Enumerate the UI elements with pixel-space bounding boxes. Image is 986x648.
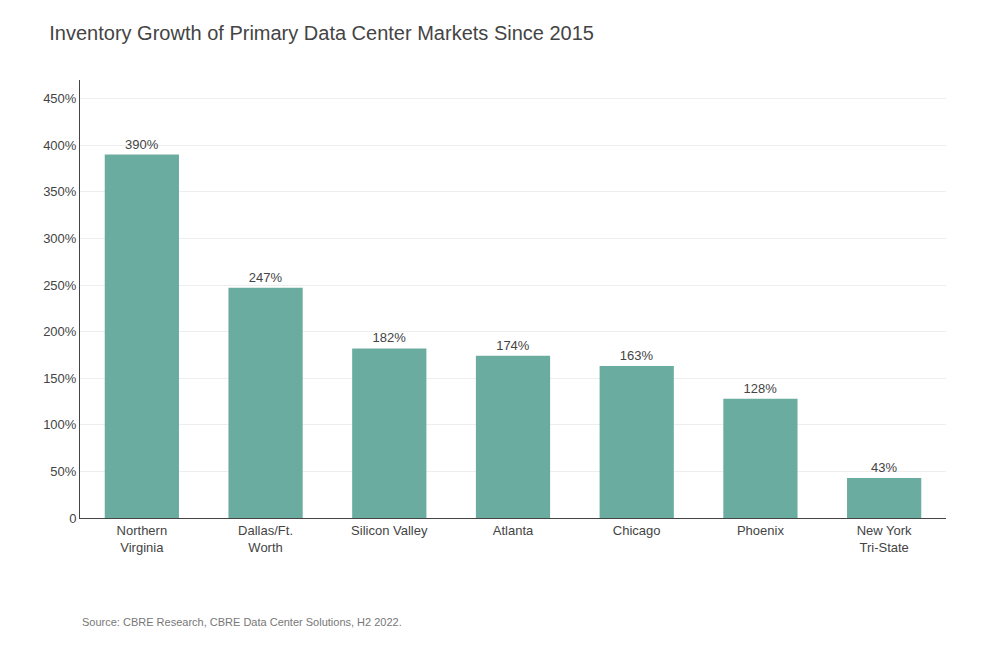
- svg-text:350%: 350%: [43, 184, 77, 199]
- svg-text:250%: 250%: [43, 278, 77, 293]
- svg-text:247%: 247%: [249, 270, 283, 285]
- svg-text:200%: 200%: [43, 324, 77, 339]
- svg-text:Chicago: Chicago: [613, 523, 661, 538]
- svg-text:450%: 450%: [43, 91, 77, 106]
- svg-text:Atlanta: Atlanta: [493, 523, 534, 538]
- svg-text:Inventory Growth of Primary Da: Inventory Growth of Primary Data Center …: [49, 22, 594, 44]
- svg-text:Source: CBRE Research, CBRE Da: Source: CBRE Research, CBRE Data Center …: [82, 616, 402, 628]
- svg-text:Phoenix: Phoenix: [737, 523, 784, 538]
- svg-text:150%: 150%: [43, 371, 77, 386]
- svg-text:100%: 100%: [43, 417, 77, 432]
- svg-text:128%: 128%: [744, 381, 778, 396]
- svg-text:Silicon Valley: Silicon Valley: [351, 523, 428, 538]
- svg-text:163%: 163%: [620, 348, 654, 363]
- svg-text:300%: 300%: [43, 231, 77, 246]
- svg-text:390%: 390%: [125, 137, 159, 152]
- svg-text:400%: 400%: [43, 138, 77, 153]
- svg-text:182%: 182%: [372, 330, 406, 345]
- svg-text:43%: 43%: [871, 460, 897, 475]
- svg-text:NorthernVirginia: NorthernVirginia: [117, 523, 168, 555]
- svg-text:New YorkTri-State: New YorkTri-State: [857, 523, 912, 555]
- svg-text:50%: 50%: [50, 464, 76, 479]
- svg-text:0: 0: [69, 511, 76, 526]
- svg-text:174%: 174%: [496, 338, 530, 353]
- svg-text:Dallas/Ft.Worth: Dallas/Ft.Worth: [238, 523, 293, 555]
